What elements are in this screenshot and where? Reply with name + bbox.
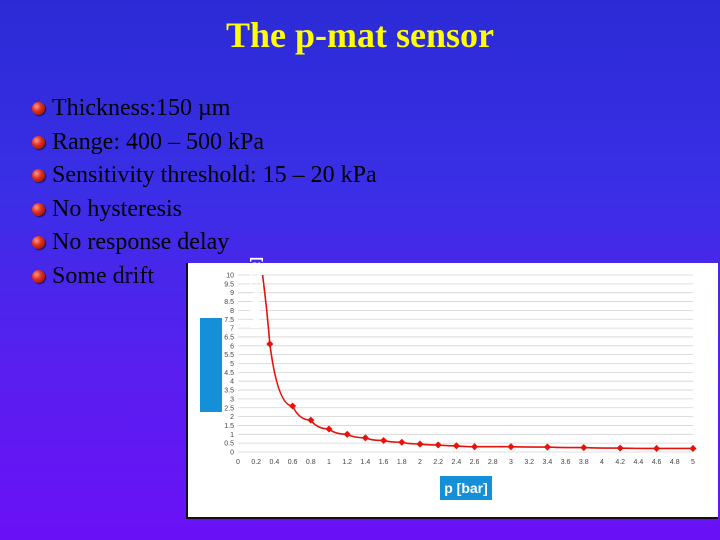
bullet-item: Range: 400 – 500 kPa bbox=[32, 126, 377, 160]
bullet-item: Some drift bbox=[32, 260, 377, 294]
x-tick-label: 3.6 bbox=[561, 459, 571, 466]
bullet-icon bbox=[32, 202, 45, 216]
y-axis-label-box: kohm [KΩ] bbox=[200, 257, 263, 412]
y-tick-label: 3 bbox=[230, 396, 234, 403]
bullet-text: No response delay bbox=[52, 229, 230, 256]
y-tick-label: 10 bbox=[226, 273, 234, 280]
y-tick-label: 0.5 bbox=[224, 441, 234, 448]
x-tick-label: 4.6 bbox=[652, 459, 662, 466]
x-tick-label: 1.8 bbox=[397, 459, 407, 466]
bullet-item: Sensitivity threshold: 15 – 20 kPa bbox=[32, 159, 377, 193]
x-tick-label: 3 bbox=[509, 459, 513, 466]
x-tick-label: 2 bbox=[418, 459, 422, 466]
data-point bbox=[471, 443, 479, 451]
x-tick-label: 2.6 bbox=[470, 459, 480, 466]
data-point bbox=[434, 441, 442, 449]
bullet-icon bbox=[32, 102, 45, 115]
x-axis-label: p [bar] bbox=[440, 476, 492, 500]
bullet-icon bbox=[32, 236, 45, 250]
y-tick-label: 5 bbox=[230, 361, 234, 368]
y-tick-label: 0 bbox=[230, 450, 234, 457]
x-tick-label: 3.8 bbox=[579, 459, 589, 466]
slide-title: The p-mat sensor bbox=[226, 15, 494, 55]
y-tick-label: 4.5 bbox=[224, 370, 234, 377]
bullet-icon bbox=[32, 169, 45, 183]
data-point bbox=[653, 444, 661, 452]
bullet-item: Thickness:150 µm bbox=[32, 92, 377, 126]
x-tick-label: 4.2 bbox=[615, 459, 625, 466]
data-point bbox=[361, 434, 369, 442]
data-point bbox=[507, 443, 515, 451]
y-tick-label: 8 bbox=[230, 308, 234, 315]
y-tick-label: 2.5 bbox=[224, 405, 234, 412]
y-tick-label: 6.5 bbox=[224, 334, 234, 341]
data-point bbox=[580, 444, 588, 452]
bullet-icon bbox=[32, 269, 45, 283]
data-point bbox=[452, 442, 460, 450]
data-point bbox=[543, 443, 551, 451]
x-tick-label: 1 bbox=[327, 459, 331, 466]
bullet-text: Range: 400 – 500 kPa bbox=[52, 128, 264, 155]
x-tick-label: 4.4 bbox=[634, 459, 644, 466]
data-point bbox=[343, 430, 351, 438]
y-tick-label: 4 bbox=[230, 379, 234, 386]
data-point bbox=[325, 425, 333, 433]
bullet-icon bbox=[32, 135, 45, 149]
y-tick-label: 8.5 bbox=[224, 299, 234, 306]
data-point bbox=[398, 438, 406, 446]
x-tick-label: 2.4 bbox=[452, 459, 462, 466]
y-tick-label: 5.5 bbox=[224, 352, 234, 359]
x-tick-label: 4 bbox=[600, 459, 604, 466]
y-tick-label: 9.5 bbox=[224, 281, 234, 288]
bullet-list: Thickness:150 µm Range: 400 – 500 kPa Se… bbox=[32, 92, 377, 294]
data-point bbox=[266, 340, 274, 348]
bullet-text: Thickness:150 µm bbox=[52, 95, 231, 121]
x-tick-label: 1.2 bbox=[342, 459, 352, 466]
y-tick-label: 7 bbox=[230, 326, 234, 333]
x-tick-label: 0 bbox=[236, 459, 240, 466]
y-axis-label: kohm [KΩ] bbox=[247, 257, 263, 329]
x-tick-label: 0.8 bbox=[306, 459, 316, 466]
x-tick-label: 2.8 bbox=[488, 459, 498, 466]
x-tick-label: 5 bbox=[691, 459, 695, 466]
y-tick-label: 7.5 bbox=[224, 317, 234, 324]
bullet-item: No hysteresis bbox=[32, 193, 377, 227]
x-tick-label: 0.2 bbox=[251, 459, 261, 466]
x-tick-label: 1.4 bbox=[361, 459, 371, 466]
data-point bbox=[416, 440, 424, 448]
x-tick-label: 1.6 bbox=[379, 459, 389, 466]
bullet-text: Sensitivity threshold: 15 – 20 kPa bbox=[52, 162, 377, 189]
data-point bbox=[616, 444, 624, 452]
y-tick-label: 1.5 bbox=[224, 423, 234, 430]
x-tick-label: 4.8 bbox=[670, 459, 680, 466]
x-tick-label: 3.4 bbox=[543, 459, 553, 466]
y-tick-label: 2 bbox=[230, 414, 234, 421]
data-point bbox=[689, 444, 697, 452]
bullet-text: Some drift bbox=[52, 262, 154, 289]
x-tick-label: 3.2 bbox=[524, 459, 534, 466]
x-tick-label: 2.2 bbox=[433, 459, 443, 466]
y-tick-label: 3.5 bbox=[224, 388, 234, 395]
series-line bbox=[261, 274, 693, 450]
data-point bbox=[380, 436, 388, 445]
data-point bbox=[307, 416, 315, 424]
data-point bbox=[289, 402, 297, 410]
bullet-text: No hysteresis bbox=[52, 195, 182, 222]
y-tick-label: 6 bbox=[230, 343, 234, 350]
x-tick-label: 0.6 bbox=[288, 459, 298, 466]
y-tick-label: 9 bbox=[230, 290, 234, 297]
y-tick-label: 1 bbox=[230, 432, 234, 439]
bullet-item: No response delay bbox=[32, 226, 377, 260]
x-tick-label: 0.4 bbox=[270, 459, 280, 466]
